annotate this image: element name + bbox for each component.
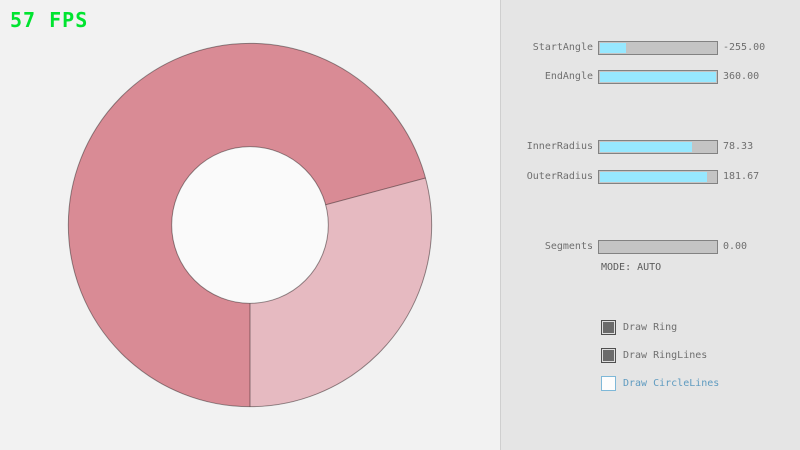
draw-ringlines-checkbox[interactable] bbox=[601, 348, 616, 363]
inner-radius-slider[interactable] bbox=[598, 140, 718, 154]
segments-row: Segments 0.00 bbox=[501, 240, 800, 254]
segments-label: Segments bbox=[544, 241, 593, 252]
mode-label: MODE: AUTO bbox=[601, 262, 662, 273]
draw-ring-label: Draw Ring bbox=[623, 322, 678, 333]
slider-fill bbox=[600, 43, 626, 53]
end-angle-label: EndAngle bbox=[544, 71, 593, 82]
start-angle-slider[interactable] bbox=[598, 41, 718, 55]
inner-radius-value: 78.33 bbox=[723, 141, 754, 152]
ring-canvas: 57 FPS bbox=[10, 8, 433, 408]
end-angle-row: EndAngle 360.00 bbox=[501, 70, 800, 84]
fps-counter: 57 FPS bbox=[10, 8, 89, 32]
end-angle-value: 360.00 bbox=[723, 71, 760, 82]
outer-radius-label: OuterRadius bbox=[526, 171, 593, 182]
start-angle-value: -255.00 bbox=[723, 42, 766, 53]
draw-circlelines-checkbox[interactable] bbox=[601, 376, 616, 391]
outer-radius-row: OuterRadius 181.67 bbox=[501, 170, 800, 184]
draw-ring-checkbox[interactable] bbox=[601, 320, 616, 335]
start-angle-row: StartAngle -255.00 bbox=[501, 41, 800, 55]
outer-radius-value: 181.67 bbox=[723, 171, 760, 182]
control-panel: StartAngle -255.00 EndAngle 360.00 Inner… bbox=[500, 0, 800, 450]
start-angle-label: StartAngle bbox=[532, 42, 593, 53]
ring-shape bbox=[67, 42, 433, 408]
slider-fill bbox=[600, 142, 693, 152]
segments-slider[interactable] bbox=[598, 240, 718, 254]
segments-value: 0.00 bbox=[723, 241, 748, 252]
inner-radius-label: InnerRadius bbox=[526, 141, 593, 152]
outer-radius-slider[interactable] bbox=[598, 170, 718, 184]
slider-fill bbox=[600, 72, 716, 82]
draw-ringlines-label: Draw RingLines bbox=[623, 350, 708, 361]
inner-radius-row: InnerRadius 78.33 bbox=[501, 140, 800, 154]
end-angle-slider[interactable] bbox=[598, 70, 718, 84]
draw-circlelines-label: Draw CircleLines bbox=[623, 378, 720, 389]
slider-fill bbox=[600, 172, 708, 182]
